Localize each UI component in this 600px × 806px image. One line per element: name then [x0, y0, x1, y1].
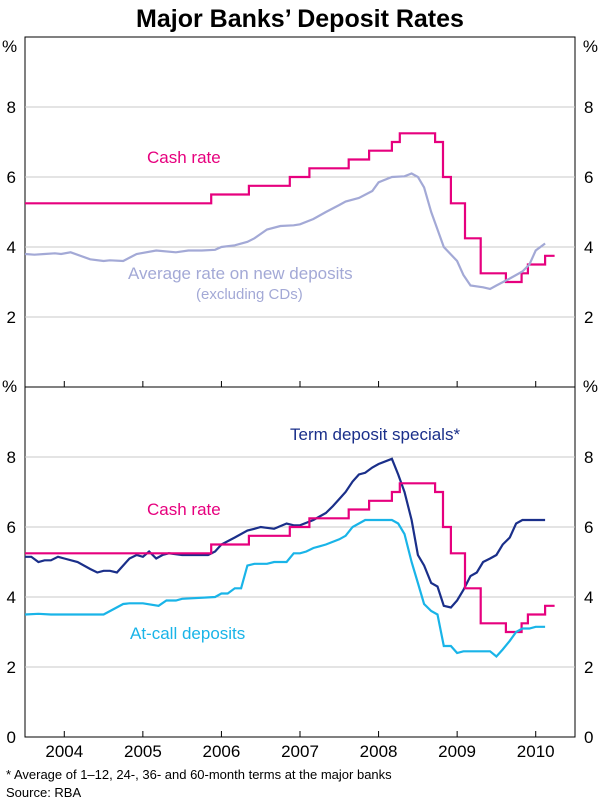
bottom-right-unit-label: %: [583, 377, 598, 396]
bottom-y-tick-left: 4: [7, 588, 16, 607]
avg-new-deposits-sublabel: (excluding CDs): [196, 286, 303, 303]
x-tick-label: 2007: [281, 742, 319, 761]
top-y-tick-right: 2: [584, 308, 593, 327]
top-cash-rate-line: [25, 132, 555, 284]
bottom-y-tick-right: 0: [584, 728, 593, 747]
bottom-cash-rate-label: Cash rate: [147, 500, 221, 519]
bottom-y-tick-left: 8: [7, 448, 16, 467]
bottom-y-tick-left: 0: [7, 728, 16, 747]
top-panel-frame: [24, 36, 576, 388]
x-tick-label: 2004: [45, 742, 83, 761]
bottom-y-tick-right: 6: [584, 518, 593, 537]
x-tick-label: 2008: [360, 742, 398, 761]
bottom-y-tick-right: 2: [584, 658, 593, 677]
top-y-tick-left: 2: [7, 308, 16, 327]
at-call-deposits-label: At-call deposits: [130, 624, 245, 643]
bottom-y-tick-right: 4: [584, 588, 593, 607]
chart-title: Major Banks’ Deposit Rates: [136, 5, 464, 33]
bottom-y-tick-left: 6: [7, 518, 16, 537]
term-deposit-specials-label: Term deposit specials*: [290, 425, 460, 444]
top-cash-rate-label: Cash rate: [147, 148, 221, 167]
bottom-left-unit-label: %: [2, 377, 17, 396]
bottom-term-deposit-specials-line: [25, 457, 546, 609]
top-y-tick-right: 8: [584, 98, 593, 117]
top-y-tick-left: 8: [7, 98, 16, 117]
series-lines: [24, 132, 555, 659]
top-left-unit-label: %: [2, 37, 17, 56]
avg-new-deposits-label: Average rate on new deposits: [128, 264, 353, 283]
top-y-tick-right: 6: [584, 168, 593, 187]
x-tick-label: 2005: [124, 742, 162, 761]
x-tick-label: 2006: [202, 742, 240, 761]
bottom-y-tick-right: 8: [584, 448, 593, 467]
bottom-at-call-deposits-line: [24, 518, 546, 659]
x-tick-label: 2009: [438, 742, 476, 761]
source-note: Source: RBA: [6, 785, 81, 800]
top-right-unit-label: %: [583, 37, 598, 56]
bottom-y-tick-left: 2: [7, 658, 16, 677]
top-y-tick-right: 4: [584, 238, 593, 257]
footnote: * Average of 1–12, 24-, 36- and 60-month…: [6, 767, 392, 782]
axis-ticks: 2 2 4 4 6 6 8 8 0 0 2 2 4 4 6 6 8 8 2004 2005 2006 2007 2008 20…: [7, 98, 594, 761]
x-tick-label: 2010: [517, 742, 555, 761]
top-average-rate-on-new-deposits-excluding-cds-line: [24, 172, 546, 291]
top-y-tick-left: 4: [7, 238, 16, 257]
top-y-tick-left: 6: [7, 168, 16, 187]
